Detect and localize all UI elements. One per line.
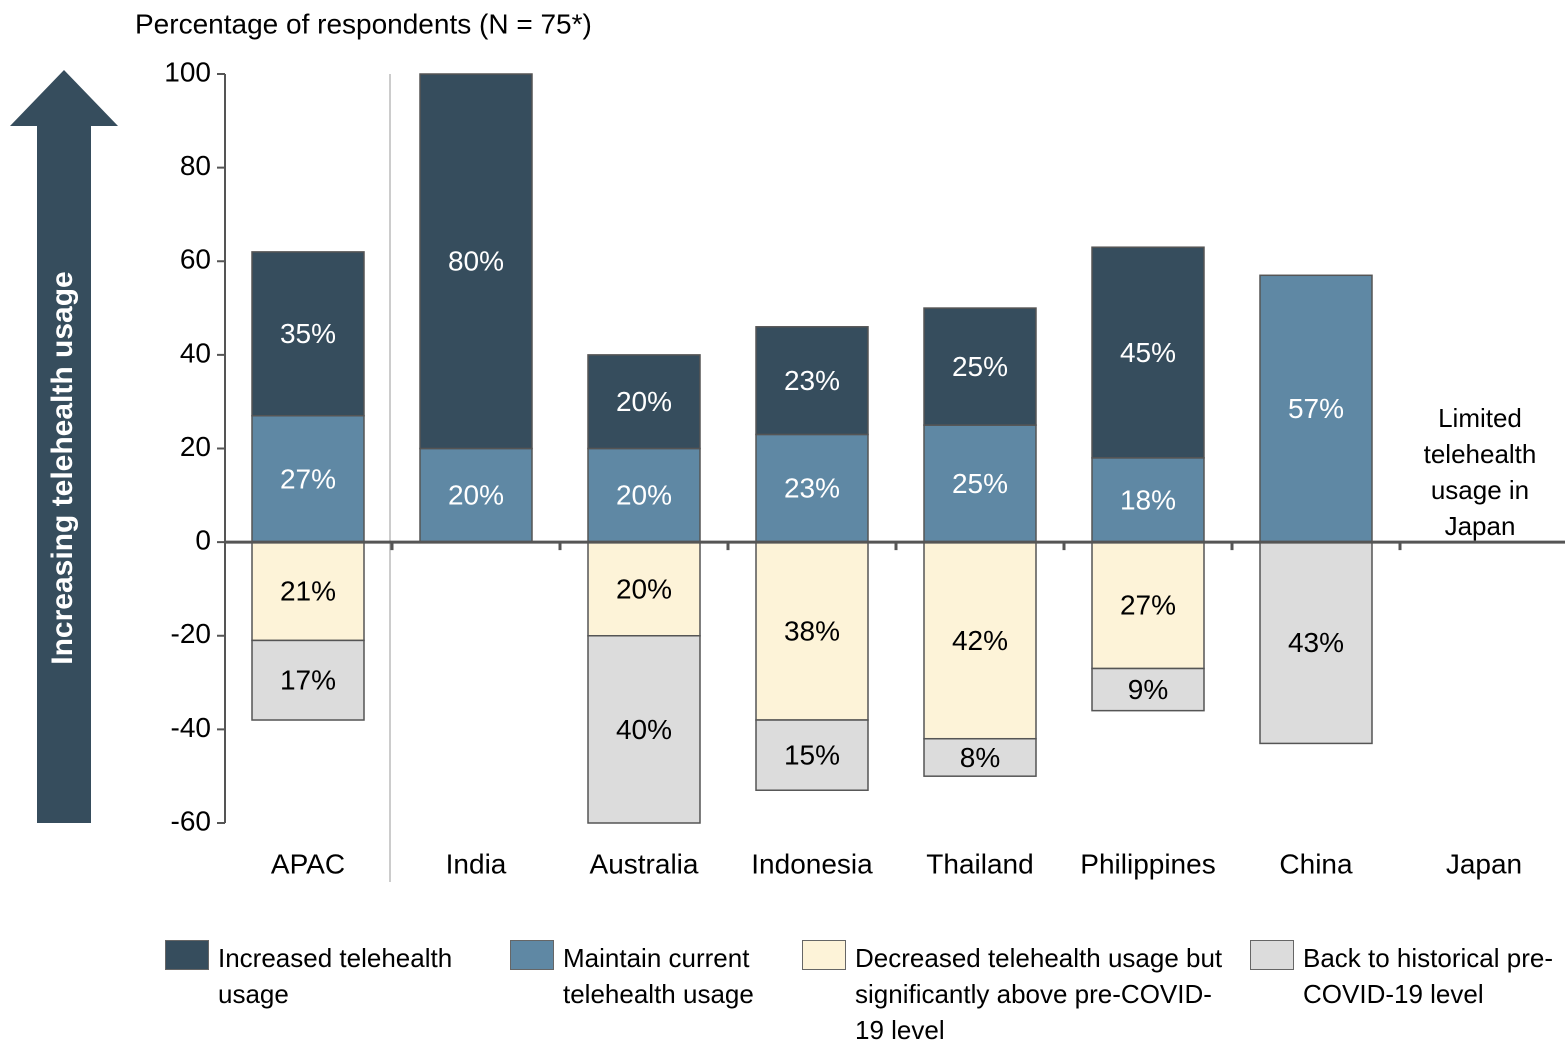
data-label: 20% [616,480,672,511]
legend-label: Decreased telehealth usage but significa… [855,943,1223,1045]
bar-segment [923,737,1037,777]
data-label: 23% [784,365,840,396]
data-label: 8% [960,742,1000,773]
x-tick-label: APAC [271,848,345,879]
annotation: Limited [1438,403,1522,433]
legend-label: Increased telehealth usage [218,943,453,1009]
data-label: 20% [448,480,504,511]
bar-segment [1259,274,1373,543]
data-label: 27% [1120,590,1176,621]
y-tick-label: 40 [180,337,211,368]
bar-segment [923,541,1037,740]
legend-label: Maintain current telehealth usage [563,943,754,1009]
y-tick-label: 80 [180,150,211,181]
bar-segment [419,447,533,543]
bar-segment [251,414,365,543]
x-tick-label: Australia [590,848,699,879]
bar-segment [1091,667,1205,712]
annotation: telehealth [1424,439,1537,469]
data-label: 45% [1120,337,1176,368]
data-label: 25% [952,468,1008,499]
y-tick-label: 0 [195,525,211,556]
data-label: 43% [1288,627,1344,658]
x-tick-label: Indonesia [751,848,873,879]
bar-segment [251,639,365,721]
axis-title: Percentage of respondents (N = 75*) [135,8,592,39]
annotation: Japan [1445,511,1516,541]
data-label: 38% [784,615,840,646]
arrow-label: Increasing telehealth usage [46,271,79,664]
bar-segment [251,541,365,642]
legend-swatch [1250,940,1294,970]
x-tick-label: China [1279,848,1353,879]
bar-segment [923,424,1037,543]
data-label: 25% [952,351,1008,382]
data-label: 18% [1120,484,1176,515]
bar-segment [755,326,869,436]
bar-segment [1259,541,1373,745]
data-label: 57% [1288,393,1344,424]
y-tick-label: -60 [171,805,211,836]
data-label: 23% [784,473,840,504]
legend-swatch [165,940,209,970]
data-label: 40% [616,714,672,745]
bar-segment [755,541,869,721]
bar-segment [755,719,869,791]
bar-segment [251,251,365,417]
data-label: 9% [1128,674,1168,705]
bar-segment [923,307,1037,426]
data-label: 27% [280,463,336,494]
legend-swatch [510,940,554,970]
y-tick-label: 100 [164,56,211,87]
data-label: 15% [784,740,840,771]
data-label: 35% [280,318,336,349]
bar-segment [1091,246,1205,459]
y-tick-label: -40 [171,712,211,743]
data-label: 21% [280,576,336,607]
x-tick-label: Philippines [1080,848,1215,879]
bar-segment [587,635,701,824]
bar-segment [419,73,533,450]
bar-segment [587,541,701,637]
x-tick-label: Thailand [926,848,1033,879]
data-label: 42% [952,625,1008,656]
data-label: 80% [448,246,504,277]
x-tick-label: India [446,848,507,879]
arrow [10,70,118,823]
y-tick-label: 60 [180,244,211,275]
annotation: usage in [1431,475,1529,505]
legend-label: Back to historical pre-COVID-19 level [1303,943,1553,1009]
data-label: 17% [280,665,336,696]
bar-segment [587,447,701,543]
legend-swatch [802,940,846,970]
x-tick-label: Japan [1446,848,1522,879]
y-tick-label: 20 [180,431,211,462]
bar-segment [587,354,701,450]
y-tick-label: -20 [171,618,211,649]
data-label: 20% [616,386,672,417]
data-label: 20% [616,573,672,604]
